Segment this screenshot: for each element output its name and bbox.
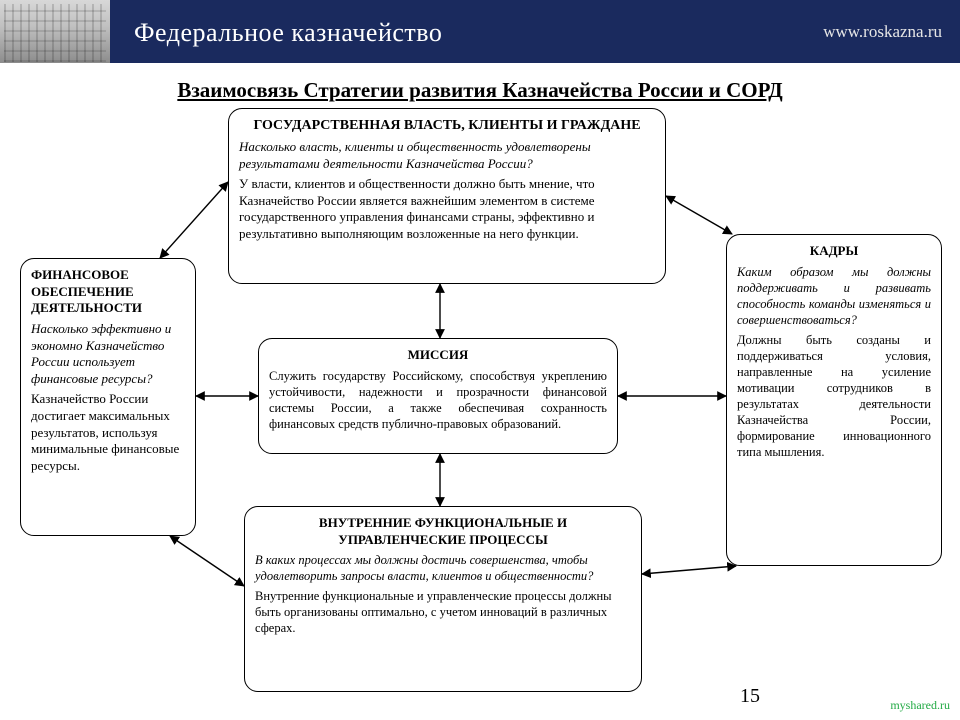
- page-title: Взаимосвязь Стратегии развития Казначейс…: [0, 78, 960, 103]
- node-title: ФИНАНСОВОЕ ОБЕСПЕЧЕНИЕ ДЕЯТЕЛЬНОСТИ: [31, 267, 185, 317]
- node-body: У власти, клиентов и общественности долж…: [239, 176, 655, 243]
- node-body: Внутренние функциональные и управленческ…: [255, 588, 631, 636]
- header: Федеральное казначейство www.roskazna.ru: [0, 0, 960, 66]
- node-body: Служить государству Российскому, способс…: [269, 368, 607, 432]
- node-question: Насколько эффективно и экономно Казначей…: [31, 321, 185, 388]
- node-finance: ФИНАНСОВОЕ ОБЕСПЕЧЕНИЕ ДЕЯТЕЛЬНОСТИ Наск…: [20, 258, 196, 536]
- header-underline: [0, 63, 960, 66]
- slide-number: 15: [740, 685, 760, 708]
- header-title: Федеральное казначейство: [134, 18, 442, 48]
- node-government: ГОСУДАРСТВЕННАЯ ВЛАСТЬ, КЛИЕНТЫ И ГРАЖДА…: [228, 108, 666, 284]
- node-body: Казначейство России достигает максимальн…: [31, 391, 185, 474]
- header-building-image: [0, 0, 110, 66]
- diagram-canvas: ГОСУДАРСТВЕННАЯ ВЛАСТЬ, КЛИЕНТЫ И ГРАЖДА…: [0, 106, 960, 720]
- node-question: В каких процессах мы должны достичь сове…: [255, 552, 631, 584]
- node-hr: КАДРЫ Каким образом мы должны поддержива…: [726, 234, 942, 566]
- node-title: ГОСУДАРСТВЕННАЯ ВЛАСТЬ, КЛИЕНТЫ И ГРАЖДА…: [239, 117, 655, 135]
- node-question: Каким образом мы должны поддерживать и р…: [737, 264, 931, 328]
- node-title: ВНУТРЕННИЕ ФУНКЦИОНАЛЬНЫЕ И УПРАВЛЕНЧЕСК…: [255, 515, 631, 548]
- node-processes: ВНУТРЕННИЕ ФУНКЦИОНАЛЬНЫЕ И УПРАВЛЕНЧЕСК…: [244, 506, 642, 692]
- node-mission: МИССИЯ Служить государству Российскому, …: [258, 338, 618, 454]
- node-question: Насколько власть, клиенты и общественнос…: [239, 139, 655, 172]
- node-body: Должны быть созданы и поддерживаться усл…: [737, 332, 931, 460]
- header-url: www.roskazna.ru: [823, 22, 942, 42]
- watermark: myshared.ru: [886, 697, 954, 714]
- node-title: КАДРЫ: [737, 243, 931, 260]
- node-title: МИССИЯ: [269, 347, 607, 364]
